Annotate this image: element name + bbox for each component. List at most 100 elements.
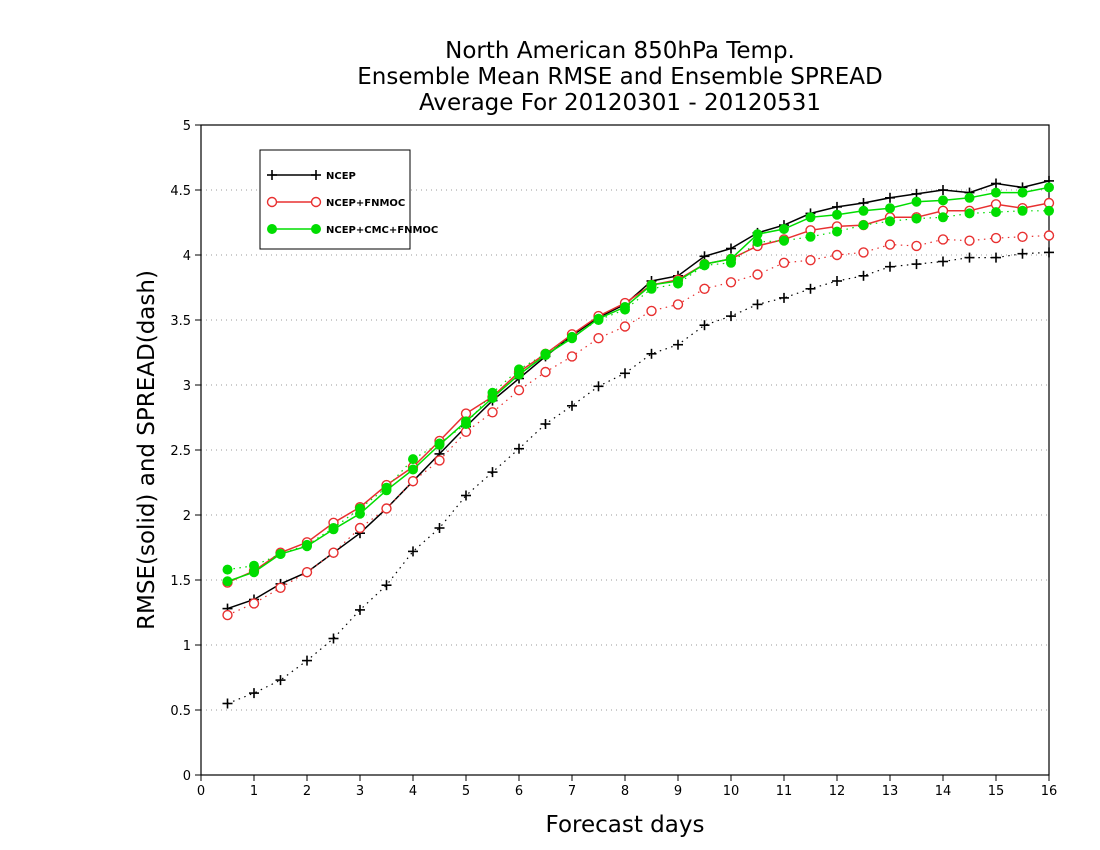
data-point bbox=[832, 226, 842, 237]
data-point bbox=[328, 633, 339, 644]
data-point bbox=[355, 604, 365, 615]
y-tick-label: 2 bbox=[183, 509, 191, 524]
data-point bbox=[355, 508, 365, 519]
data-point bbox=[381, 485, 392, 496]
data-point bbox=[832, 209, 842, 220]
data-point bbox=[646, 279, 657, 290]
data-point bbox=[673, 276, 683, 286]
x-tick-label: 7 bbox=[568, 784, 576, 799]
data-point bbox=[514, 443, 524, 454]
data-point bbox=[832, 276, 842, 286]
data-point bbox=[858, 205, 869, 216]
y-tick-label: 5 bbox=[183, 119, 191, 134]
data-point bbox=[779, 224, 789, 234]
data-point bbox=[937, 234, 949, 245]
data-point bbox=[593, 381, 604, 392]
data-point bbox=[1043, 230, 1055, 241]
data-point bbox=[222, 564, 233, 575]
data-point bbox=[593, 333, 604, 344]
data-point bbox=[726, 243, 736, 254]
x-tick-label: 9 bbox=[674, 784, 682, 799]
data-point bbox=[673, 339, 683, 350]
data-point bbox=[302, 655, 312, 666]
data-point bbox=[222, 698, 233, 709]
data-point bbox=[567, 333, 577, 344]
y-tick-label: 0 bbox=[183, 769, 191, 784]
data-point bbox=[381, 580, 392, 591]
legend-swatch-marker bbox=[310, 196, 322, 208]
data-point bbox=[1044, 205, 1054, 216]
data-point bbox=[1017, 187, 1028, 198]
data-point bbox=[725, 277, 737, 288]
series-ncep-spread-markers bbox=[222, 247, 1054, 709]
data-point bbox=[248, 598, 260, 609]
data-point bbox=[938, 185, 948, 195]
data-point bbox=[540, 419, 551, 429]
y-tick-label: 3.5 bbox=[170, 314, 191, 329]
data-point bbox=[885, 216, 895, 227]
data-point bbox=[964, 208, 975, 219]
data-point bbox=[1017, 231, 1028, 243]
data-point bbox=[566, 351, 578, 362]
data-point bbox=[726, 253, 736, 264]
legend: NCEP NCEP+FNMOC NCEP+CMC+FNMOC bbox=[259, 149, 438, 250]
chart-title-line-1: North American 850hPa Temp. bbox=[445, 38, 795, 64]
data-point bbox=[779, 292, 789, 303]
data-point bbox=[858, 247, 869, 258]
data-point bbox=[672, 299, 684, 310]
data-point bbox=[620, 368, 630, 379]
x-tick-label: 3 bbox=[356, 784, 364, 799]
x-tick-label: 13 bbox=[882, 784, 899, 799]
y-tick-label: 1.5 bbox=[170, 574, 191, 589]
data-point bbox=[699, 320, 710, 331]
series-ncep-cmc-fnmoc-spread-markers bbox=[222, 205, 1054, 575]
data-point bbox=[354, 522, 366, 534]
y-axis-label: RMSE(solid) and SPREAD(dash) bbox=[134, 270, 160, 630]
data-point bbox=[487, 407, 498, 418]
data-point bbox=[858, 270, 869, 281]
data-point bbox=[938, 256, 948, 267]
data-point bbox=[461, 416, 471, 427]
legend-label: NCEP+FNMOC bbox=[326, 198, 405, 209]
series-ncep-fnmoc-rmse-markers bbox=[222, 197, 1055, 588]
series-ncep-fnmoc-spread-markers bbox=[222, 230, 1055, 621]
data-point bbox=[805, 283, 816, 294]
data-point bbox=[991, 207, 1001, 218]
data-point bbox=[885, 261, 895, 272]
data-point bbox=[779, 235, 789, 246]
data-point bbox=[964, 235, 975, 246]
x-tick-label: 8 bbox=[621, 784, 629, 799]
x-tick-label: 11 bbox=[776, 784, 793, 799]
data-point bbox=[275, 549, 286, 559]
data-point bbox=[646, 348, 657, 359]
data-point bbox=[328, 524, 339, 535]
data-point bbox=[408, 454, 418, 465]
data-point bbox=[911, 240, 922, 252]
y-tick-label: 2.5 bbox=[170, 444, 191, 459]
series-ncep-cmc-fnmoc-rmse-markers bbox=[222, 182, 1054, 587]
data-point bbox=[699, 283, 710, 294]
data-point bbox=[1044, 247, 1054, 258]
data-point bbox=[514, 369, 524, 380]
series-ncep-cmc-fnmoc-spread-line bbox=[227, 210, 1049, 571]
y-tick-label: 0.5 bbox=[170, 704, 191, 719]
chart-title-line-3: Average For 20120301 - 20120531 bbox=[418, 90, 822, 116]
data-point bbox=[487, 467, 498, 478]
data-point bbox=[938, 195, 948, 206]
data-point bbox=[938, 212, 948, 223]
legend-swatch-marker bbox=[267, 224, 277, 234]
data-point bbox=[275, 582, 286, 593]
data-point bbox=[222, 576, 233, 587]
data-point bbox=[911, 196, 922, 207]
x-tick-label: 15 bbox=[988, 784, 1005, 799]
data-point bbox=[461, 490, 471, 501]
data-point bbox=[991, 187, 1001, 198]
data-point bbox=[752, 229, 763, 240]
x-tick-label: 10 bbox=[723, 784, 740, 799]
data-point bbox=[752, 269, 763, 280]
data-point bbox=[434, 455, 445, 466]
data-point bbox=[884, 239, 896, 250]
data-point bbox=[619, 321, 631, 332]
chart-title-line-2: Ensemble Mean RMSE and Ensemble SPREAD bbox=[357, 64, 883, 90]
